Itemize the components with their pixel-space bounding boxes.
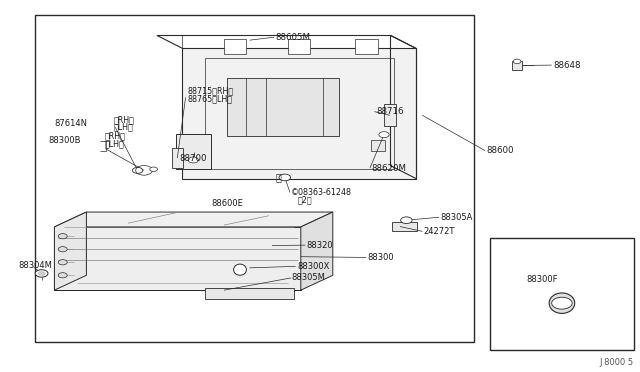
Text: 87614N: 87614N xyxy=(54,119,88,128)
Bar xyxy=(288,39,310,54)
Circle shape xyxy=(279,174,291,181)
Text: Ⓢ: Ⓢ xyxy=(275,173,282,182)
Ellipse shape xyxy=(549,293,575,313)
Text: 〈RH〉: 〈RH〉 xyxy=(114,115,135,124)
Circle shape xyxy=(132,167,143,173)
Circle shape xyxy=(58,273,67,278)
Circle shape xyxy=(188,157,198,163)
Text: 88300F: 88300F xyxy=(526,275,557,283)
Polygon shape xyxy=(54,212,333,227)
Text: 88320: 88320 xyxy=(307,241,333,250)
Bar xyxy=(35,15,474,342)
Bar xyxy=(392,222,417,231)
Circle shape xyxy=(401,217,412,224)
Text: 88300: 88300 xyxy=(367,253,394,262)
Circle shape xyxy=(35,270,48,277)
Polygon shape xyxy=(54,212,86,290)
Text: 88715〈RH〉: 88715〈RH〉 xyxy=(188,87,234,96)
Text: 88300X: 88300X xyxy=(297,262,330,271)
Text: 〈LH〉: 〈LH〉 xyxy=(114,123,134,132)
Circle shape xyxy=(513,59,521,64)
Bar xyxy=(384,104,396,126)
Bar xyxy=(512,61,522,70)
Ellipse shape xyxy=(234,264,246,275)
Circle shape xyxy=(379,132,389,138)
Polygon shape xyxy=(301,212,333,290)
Text: 88765〈LH〉: 88765〈LH〉 xyxy=(188,95,232,104)
Bar xyxy=(172,148,183,168)
Circle shape xyxy=(58,234,67,239)
Polygon shape xyxy=(54,227,301,290)
Bar xyxy=(227,78,339,136)
Bar xyxy=(224,39,246,54)
Text: 〈2〉: 〈2〉 xyxy=(298,196,312,205)
Text: 88648: 88648 xyxy=(554,61,581,70)
Text: 88600: 88600 xyxy=(486,146,514,155)
Circle shape xyxy=(38,271,45,276)
Text: 88305M: 88305M xyxy=(292,273,326,282)
Bar xyxy=(176,134,211,169)
Text: ©08363-61248: ©08363-61248 xyxy=(291,188,352,197)
Text: 88305A: 88305A xyxy=(440,213,473,222)
Circle shape xyxy=(58,260,67,265)
Text: 88300B: 88300B xyxy=(49,136,81,145)
Text: 24272T: 24272T xyxy=(424,227,455,236)
Circle shape xyxy=(150,167,157,171)
Text: 88716: 88716 xyxy=(376,107,404,116)
Bar xyxy=(371,140,385,151)
Circle shape xyxy=(552,297,572,309)
Text: 〈RH〉: 〈RH〉 xyxy=(104,131,125,140)
Bar xyxy=(355,39,378,54)
Text: 88700: 88700 xyxy=(179,154,207,163)
Text: 〈LH〉: 〈LH〉 xyxy=(104,140,124,148)
Text: 88605M: 88605M xyxy=(275,33,310,42)
Bar xyxy=(205,288,294,299)
Text: 88600E: 88600E xyxy=(211,199,243,208)
Text: J 8000 5: J 8000 5 xyxy=(600,358,634,367)
Text: 88620M: 88620M xyxy=(371,164,406,173)
Circle shape xyxy=(58,247,67,252)
Text: 88304M: 88304M xyxy=(18,262,52,270)
Bar xyxy=(490,238,634,350)
Polygon shape xyxy=(182,48,416,179)
